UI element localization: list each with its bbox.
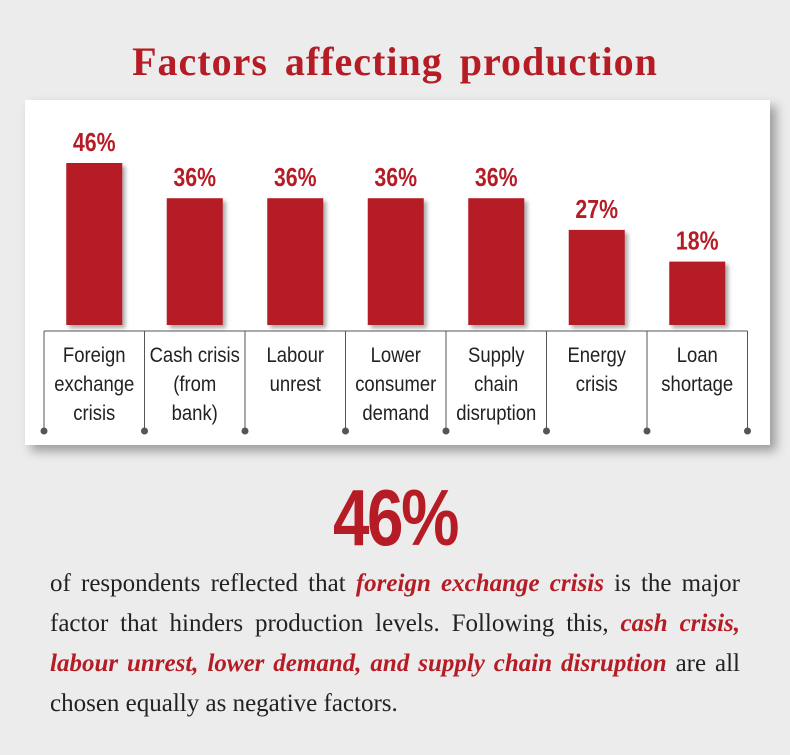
category-divider-dot — [643, 427, 651, 435]
description-text-3: are all chosen equally as negative facto… — [50, 650, 740, 717]
category-divider-dot — [40, 427, 48, 435]
category-label: unrest — [270, 373, 322, 396]
description-highlight-2: cash crisis, labour unrest, lower demand… — [50, 610, 741, 677]
category-divider-dot — [543, 427, 550, 435]
category-divider-dot — [342, 427, 349, 435]
data-label: 36% — [173, 163, 216, 193]
category-label: crisis — [576, 373, 618, 396]
category-label: Foreign — [63, 344, 126, 367]
description-highlight-1: foreign exchange crisis — [355, 570, 604, 597]
data-label: 36% — [274, 163, 317, 193]
data-label: 36% — [374, 163, 417, 193]
category-label: demand — [362, 402, 429, 425]
category-label: chain — [474, 373, 518, 396]
bar-chart: 46% Foreign exchange crisis 36% Cash crisis (f… — [40, 128, 751, 435]
bar — [669, 261, 726, 325]
headline-stat: 46% — [333, 473, 459, 562]
data-label: 46% — [73, 128, 116, 158]
bar — [267, 198, 324, 325]
category-label: Supply — [468, 344, 525, 367]
category-label: disruption — [456, 402, 536, 425]
category-label: consumer — [355, 373, 436, 396]
category-label: Cash crisis — [150, 344, 240, 367]
chart-panel: 46% Foreign exchange crisis 36% Cash crisis (f… — [25, 100, 770, 445]
description-text-1: of respondents reflected that — [50, 570, 356, 597]
category-label: bank) — [172, 402, 218, 425]
bar — [66, 163, 123, 325]
category-label: Lower — [371, 344, 422, 367]
chart-title: Factors affecting production — [132, 39, 658, 84]
bar — [468, 198, 525, 325]
description-text-2: is the major factor that hinders product… — [50, 570, 740, 637]
bar — [367, 198, 424, 325]
data-label: 18% — [676, 227, 719, 257]
category-label: Labour — [266, 344, 324, 367]
data-label: 36% — [475, 163, 518, 193]
category-label: Loan — [677, 344, 718, 367]
category-divider-dot — [442, 427, 450, 435]
bar — [166, 198, 223, 325]
description-paragraph: of respondents reflected that foreign ex… — [50, 564, 740, 724]
category-label: Energy — [567, 344, 626, 367]
category-label: shortage — [661, 373, 733, 396]
category-label: exchange — [54, 373, 134, 396]
category-label: (from — [173, 373, 216, 396]
bar — [568, 229, 625, 325]
data-label: 27% — [575, 195, 618, 225]
category-divider-dot — [744, 427, 751, 435]
category-divider-dot — [141, 427, 148, 435]
category-divider-dot — [241, 427, 249, 435]
category-label: crisis — [73, 402, 115, 425]
